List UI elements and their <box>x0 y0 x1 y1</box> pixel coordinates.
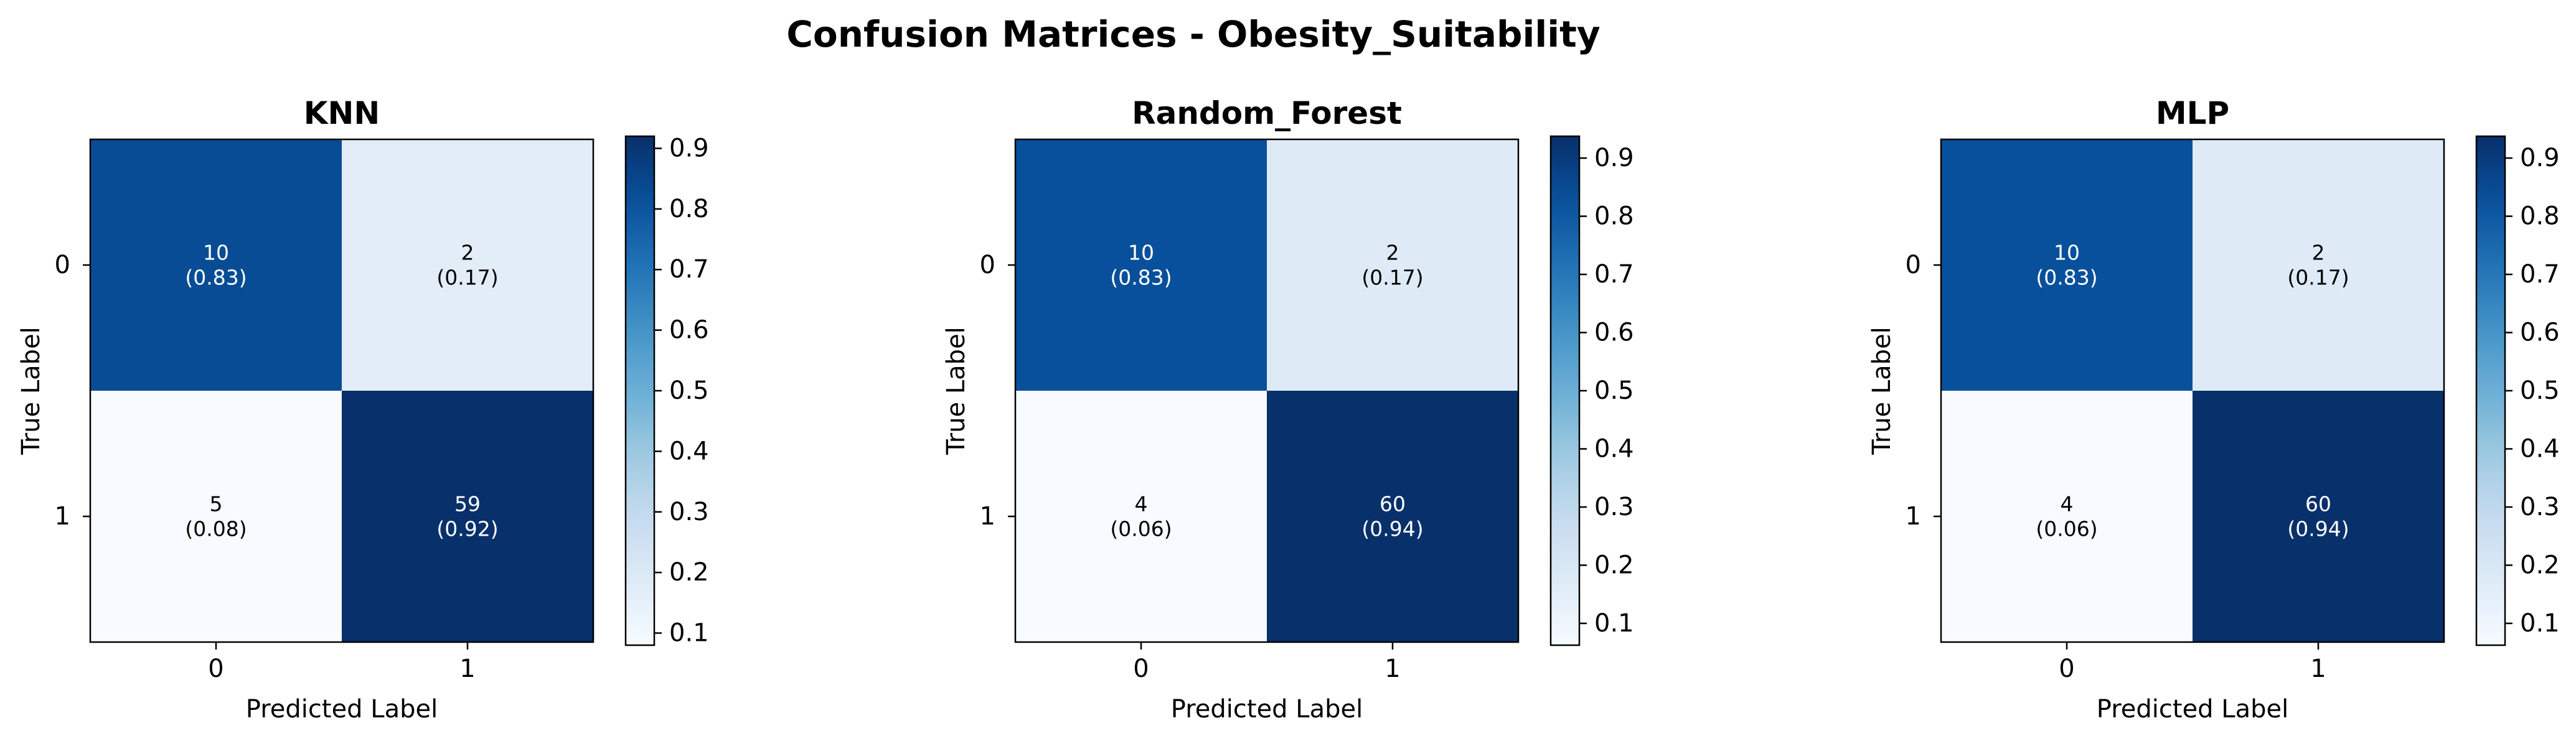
heatmap-cell <box>90 139 342 391</box>
colorbar <box>626 136 654 645</box>
heatmap-cell <box>1941 391 2193 642</box>
cell-value-label: (0.92) <box>436 517 498 541</box>
x-tick-label: 0 <box>1133 655 1149 683</box>
cell-value-label: 2 <box>1386 241 1399 265</box>
x-tick-label: 0 <box>208 655 223 683</box>
x-tick-label: 1 <box>2310 655 2326 683</box>
x-tick-label: 1 <box>1384 655 1400 683</box>
cell-value-label: (0.17) <box>2287 266 2349 290</box>
cell-value-label: 5 <box>210 492 223 516</box>
y-tick-label: 0 <box>980 251 995 279</box>
confusion-matrix-panel: Random_Forest10(0.83)2(0.17)4(0.06)60(0.… <box>942 95 1634 724</box>
figure-title: Confusion Matrices - Obesity_Suitability <box>786 13 1600 55</box>
colorbar-tick-label: 0.5 <box>1594 376 1634 405</box>
cell-value-label: (0.08) <box>185 517 247 541</box>
heatmap-frame <box>89 138 595 643</box>
cell-value-label: (0.17) <box>1361 266 1423 290</box>
cell-value-label: (0.17) <box>436 266 498 290</box>
colorbar-tick-label: 0.2 <box>1594 551 1634 579</box>
y-tick-label: 1 <box>55 502 70 531</box>
heatmap-cell <box>342 391 593 642</box>
heatmap-cell <box>1941 139 2193 391</box>
colorbar-tick-label: 0.8 <box>669 195 709 223</box>
colorbar-tick-label: 0.4 <box>669 437 709 465</box>
cell-value-label: (0.94) <box>2287 517 2349 541</box>
cell-value-label: 2 <box>2312 241 2325 265</box>
colorbar-tick-label: 0.2 <box>669 558 709 587</box>
colorbar-tick-label: 0.1 <box>2520 609 2560 638</box>
cell-value-label: 60 <box>1380 492 1406 516</box>
cell-value-label: (0.83) <box>185 266 247 290</box>
colorbar-tick-label: 0.5 <box>669 376 709 405</box>
x-axis-label: Predicted Label <box>1171 695 1363 724</box>
cell-value-label: (0.06) <box>2036 517 2097 541</box>
cell-value-label: (0.94) <box>1361 517 1423 541</box>
cell-value-label: (0.83) <box>1110 266 1172 290</box>
colorbar-tick-label: 0.9 <box>669 134 709 162</box>
colorbar <box>2476 136 2505 645</box>
colorbar-tick-label: 0.7 <box>669 255 709 284</box>
colorbar-tick-label: 0.1 <box>1594 609 1634 638</box>
panel-title: Random_Forest <box>1132 95 1402 131</box>
heatmap-cell <box>1267 391 1518 642</box>
cell-value-label: 60 <box>2305 492 2331 516</box>
x-axis-label: Predicted Label <box>2097 695 2288 724</box>
y-axis-label: True Label <box>1868 327 1896 455</box>
cell-value-label: 59 <box>454 492 481 516</box>
cell-value-label: 10 <box>2054 241 2080 265</box>
colorbar-tick-label: 0.7 <box>1594 260 1634 289</box>
cell-value-label: (0.06) <box>1110 517 1172 541</box>
colorbar-tick-label: 0.6 <box>1594 319 1634 347</box>
y-tick-label: 0 <box>1906 251 1921 279</box>
colorbar-tick-label: 0.3 <box>1594 493 1634 521</box>
heatmap-cell <box>1015 391 1267 642</box>
heatmap-cell <box>90 391 342 642</box>
cell-value-label: 4 <box>1135 492 1148 516</box>
y-tick-label: 0 <box>55 251 70 279</box>
heatmap-cell <box>1015 139 1267 391</box>
cell-value-label: 10 <box>1128 241 1154 265</box>
colorbar-tick-label: 0.9 <box>2520 144 2560 172</box>
x-axis-label: Predicted Label <box>246 695 438 724</box>
heatmap-cell <box>2193 139 2444 391</box>
heatmap-frame <box>1940 138 2445 643</box>
colorbar-tick-label: 0.8 <box>2520 202 2560 231</box>
cell-value-label: (0.83) <box>2036 266 2097 290</box>
colorbar-tick-label: 0.1 <box>669 619 709 648</box>
colorbar-tick-label: 0.6 <box>669 316 709 345</box>
colorbar-tick-label: 0.6 <box>2520 319 2560 347</box>
cell-value-label: 4 <box>2061 492 2074 516</box>
cell-value-label: 2 <box>461 241 474 265</box>
x-tick-label: 0 <box>2059 655 2074 683</box>
colorbar-tick-label: 0.4 <box>1594 434 1634 463</box>
panel-title: MLP <box>2156 95 2229 131</box>
colorbar-tick-label: 0.3 <box>2520 493 2560 521</box>
y-axis-label: True Label <box>17 327 45 455</box>
heatmap-frame <box>1014 138 1520 643</box>
colorbar-tick-label: 0.9 <box>1594 144 1634 172</box>
colorbar-tick-label: 0.2 <box>2520 551 2560 579</box>
cell-value-label: 10 <box>203 241 229 265</box>
heatmap-cell <box>2193 391 2444 642</box>
colorbar <box>1551 136 1579 645</box>
y-tick-label: 1 <box>980 502 995 531</box>
heatmap-cell <box>342 139 593 391</box>
colorbar-tick-label: 0.4 <box>2520 434 2560 463</box>
panel-title: KNN <box>304 95 380 131</box>
y-tick-label: 1 <box>1906 502 1921 531</box>
colorbar-tick-label: 0.7 <box>2520 260 2560 289</box>
x-tick-label: 1 <box>459 655 475 683</box>
y-axis-label: True Label <box>942 327 971 455</box>
colorbar-tick-label: 0.3 <box>669 498 709 526</box>
colorbar-tick-label: 0.8 <box>1594 202 1634 231</box>
colorbar-tick-label: 0.5 <box>2520 376 2560 405</box>
heatmap-cell <box>1267 139 1518 391</box>
